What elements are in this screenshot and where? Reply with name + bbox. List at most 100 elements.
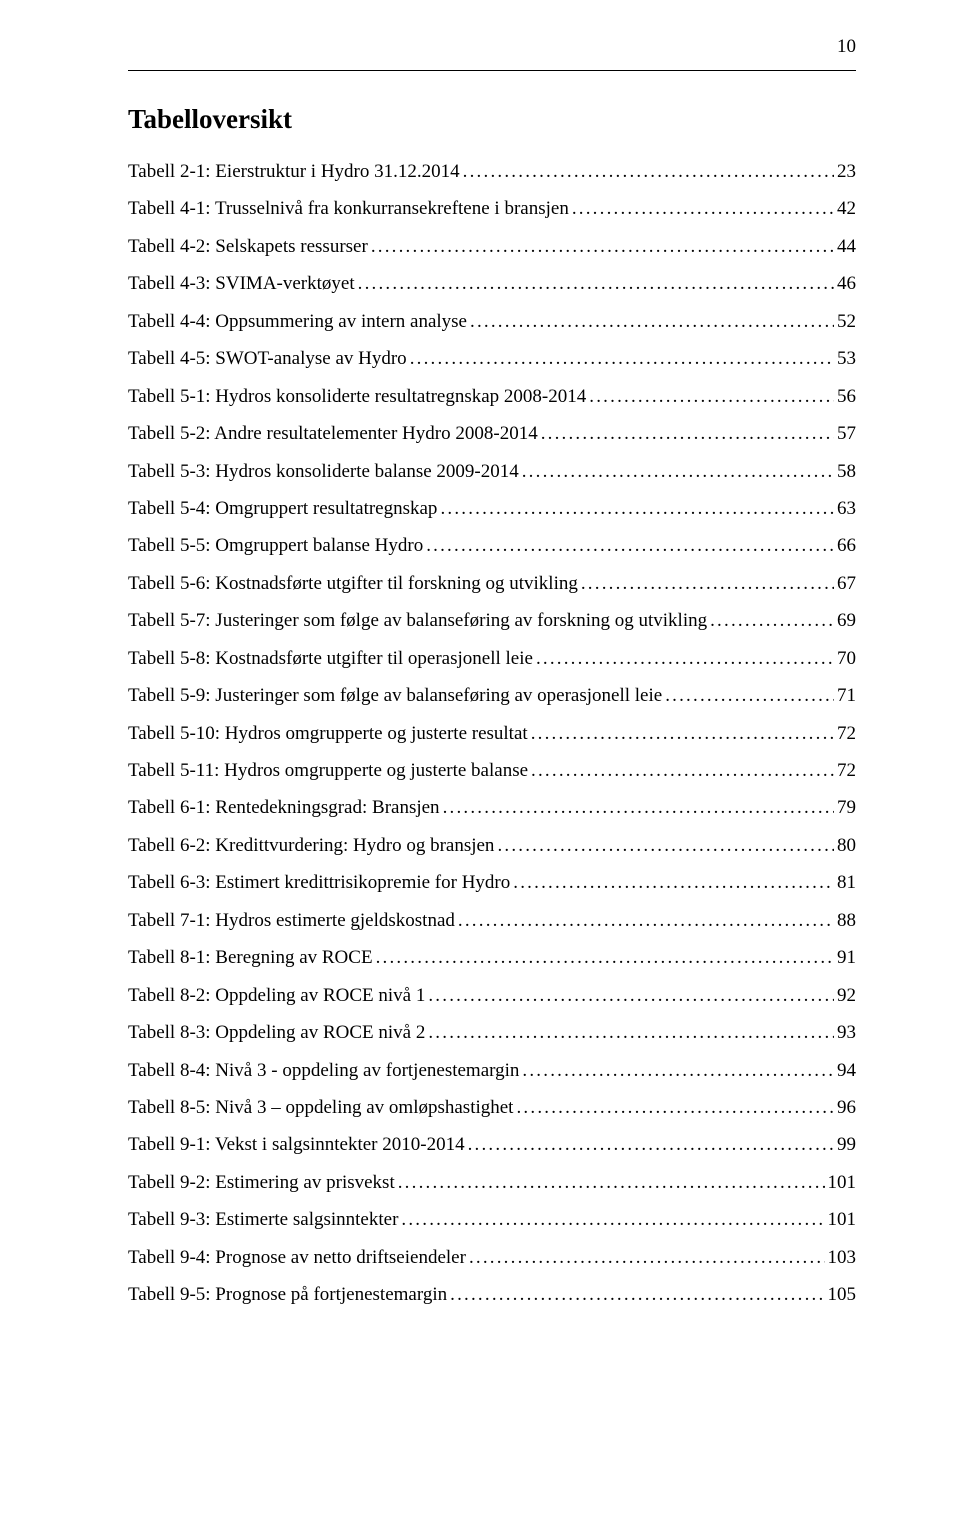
toc-entry-page: 88 bbox=[837, 910, 856, 932]
toc-entry: Tabell 5-6: Kostnadsførte utgifter til f… bbox=[128, 573, 856, 595]
toc-entry: Tabell 4-5: SWOT-analyse av Hydro 53 bbox=[128, 348, 856, 370]
toc-entry: Tabell 5-7: Justeringer som følge av bal… bbox=[128, 610, 856, 632]
toc-entry: Tabell 9-4: Prognose av netto driftseien… bbox=[128, 1247, 856, 1269]
toc-entry-page: 67 bbox=[837, 573, 856, 595]
toc-entry-page: 70 bbox=[837, 648, 856, 670]
toc-entry-page: 80 bbox=[837, 835, 856, 857]
toc-leader-dots bbox=[426, 535, 834, 557]
toc-leader-dots bbox=[463, 161, 834, 183]
toc-entry-page: 94 bbox=[837, 1060, 856, 1082]
toc-entry: Tabell 4-1: Trusselnivå fra konkurransek… bbox=[128, 198, 856, 220]
toc-entry-label: Tabell 8-3: Oppdeling av ROCE nivå 2 bbox=[128, 1022, 425, 1044]
toc-entry-label: Tabell 2-1: Eierstruktur i Hydro 31.12.2… bbox=[128, 161, 460, 183]
toc-leader-dots bbox=[522, 461, 834, 483]
toc-leader-dots bbox=[468, 1134, 834, 1156]
toc-entry-label: Tabell 5-3: Hydros konsoliderte balanse … bbox=[128, 461, 519, 483]
toc-leader-dots bbox=[469, 1247, 825, 1269]
toc-leader-dots bbox=[497, 835, 834, 857]
toc-entry: Tabell 5-3: Hydros konsoliderte balanse … bbox=[128, 461, 856, 483]
toc-leader-dots bbox=[428, 1022, 834, 1044]
toc-leader-dots bbox=[572, 198, 834, 220]
toc-entry-label: Tabell 5-10: Hydros omgrupperte og juste… bbox=[128, 723, 528, 745]
toc-leader-dots bbox=[443, 797, 834, 819]
toc-leader-dots bbox=[589, 386, 834, 408]
toc-entry: Tabell 5-5: Omgruppert balanse Hydro 66 bbox=[128, 535, 856, 557]
toc-entry-label: Tabell 9-2: Estimering av prisvekst bbox=[128, 1172, 395, 1194]
toc-entry: Tabell 9-1: Vekst i salgsinntekter 2010-… bbox=[128, 1134, 856, 1156]
toc-entry-label: Tabell 5-7: Justeringer som følge av bal… bbox=[128, 610, 707, 632]
toc-entry-label: Tabell 4-5: SWOT-analyse av Hydro bbox=[128, 348, 407, 370]
toc-entry: Tabell 5-2: Andre resultatelementer Hydr… bbox=[128, 423, 856, 445]
toc-entry: Tabell 6-3: Estimert kredittrisikopremie… bbox=[128, 872, 856, 894]
toc-entry-label: Tabell 4-3: SVIMA-verktøyet bbox=[128, 273, 355, 295]
toc-entry-label: Tabell 5-5: Omgruppert balanse Hydro bbox=[128, 535, 423, 557]
toc-entry-label: Tabell 5-1: Hydros konsoliderte resultat… bbox=[128, 386, 586, 408]
toc-entry-page: 92 bbox=[837, 985, 856, 1007]
toc-entry-label: Tabell 7-1: Hydros estimerte gjeldskostn… bbox=[128, 910, 455, 932]
toc-entry-label: Tabell 8-1: Beregning av ROCE bbox=[128, 947, 373, 969]
toc-leader-dots bbox=[358, 273, 834, 295]
toc-entry-page: 72 bbox=[837, 760, 856, 782]
toc-entry-label: Tabell 6-3: Estimert kredittrisikopremie… bbox=[128, 872, 510, 894]
toc-entry-page: 66 bbox=[837, 535, 856, 557]
toc-leader-dots bbox=[513, 872, 834, 894]
toc-entry-page: 93 bbox=[837, 1022, 856, 1044]
toc-entry-label: Tabell 8-4: Nivå 3 - oppdeling av fortje… bbox=[128, 1060, 519, 1082]
toc-entry-page: 101 bbox=[828, 1209, 857, 1231]
toc-entry: Tabell 9-3: Estimerte salgsinntekter 101 bbox=[128, 1209, 856, 1231]
toc-entry-page: 23 bbox=[837, 161, 856, 183]
toc-entry-label: Tabell 5-8: Kostnadsførte utgifter til o… bbox=[128, 648, 533, 670]
toc-entry-page: 44 bbox=[837, 236, 856, 258]
toc-leader-dots bbox=[458, 910, 834, 932]
toc-leader-dots bbox=[398, 1172, 825, 1194]
toc-entry-page: 91 bbox=[837, 947, 856, 969]
toc-entry: Tabell 5-4: Omgruppert resultatregnskap6… bbox=[128, 498, 856, 520]
toc-leader-dots bbox=[401, 1209, 824, 1231]
toc-leader-dots bbox=[581, 573, 834, 595]
toc-leader-dots bbox=[536, 648, 834, 670]
toc-entry-label: Tabell 8-2: Oppdeling av ROCE nivå 1 bbox=[128, 985, 425, 1007]
toc-entry: Tabell 6-1: Rentedekningsgrad: Bransjen7… bbox=[128, 797, 856, 819]
toc-entry-page: 105 bbox=[828, 1284, 857, 1306]
toc-entry-page: 57 bbox=[837, 423, 856, 445]
toc-entry-page: 99 bbox=[837, 1134, 856, 1156]
toc-entry-label: Tabell 8-5: Nivå 3 – oppdeling av omløps… bbox=[128, 1097, 513, 1119]
toc-entry-label: Tabell 9-5: Prognose på fortjenestemargi… bbox=[128, 1284, 447, 1306]
toc-leader-dots bbox=[531, 760, 834, 782]
table-of-contents: Tabell 2-1: Eierstruktur i Hydro 31.12.2… bbox=[128, 161, 856, 1306]
page-title: Tabelloversikt bbox=[128, 104, 856, 135]
toc-entry-label: Tabell 9-3: Estimerte salgsinntekter bbox=[128, 1209, 398, 1231]
toc-entry-label: Tabell 6-2: Kredittvurdering: Hydro og b… bbox=[128, 835, 494, 857]
toc-entry-page: 79 bbox=[837, 797, 856, 819]
toc-entry-page: 42 bbox=[837, 198, 856, 220]
toc-entry-page: 103 bbox=[828, 1247, 857, 1269]
toc-entry-page: 46 bbox=[837, 273, 856, 295]
toc-leader-dots bbox=[410, 348, 834, 370]
toc-entry: Tabell 8-5: Nivå 3 – oppdeling av omløps… bbox=[128, 1097, 856, 1119]
toc-leader-dots bbox=[376, 947, 834, 969]
toc-entry-label: Tabell 4-4: Oppsummering av intern analy… bbox=[128, 311, 467, 333]
toc-entry-page: 53 bbox=[837, 348, 856, 370]
page-number: 10 bbox=[837, 36, 856, 58]
toc-leader-dots bbox=[516, 1097, 834, 1119]
toc-leader-dots bbox=[371, 236, 834, 258]
toc-entry-label: Tabell 9-1: Vekst i salgsinntekter 2010-… bbox=[128, 1134, 465, 1156]
header-rule bbox=[128, 70, 856, 71]
toc-entry: Tabell 4-3: SVIMA-verktøyet 46 bbox=[128, 273, 856, 295]
toc-entry-page: 81 bbox=[837, 872, 856, 894]
toc-entry: Tabell 9-2: Estimering av prisvekst101 bbox=[128, 1172, 856, 1194]
toc-entry-page: 63 bbox=[837, 498, 856, 520]
toc-leader-dots bbox=[522, 1060, 834, 1082]
toc-leader-dots bbox=[531, 723, 834, 745]
toc-entry-page: 71 bbox=[837, 685, 856, 707]
toc-entry-label: Tabell 5-6: Kostnadsførte utgifter til f… bbox=[128, 573, 578, 595]
toc-entry-label: Tabell 4-1: Trusselnivå fra konkurransek… bbox=[128, 198, 569, 220]
toc-entry: Tabell 4-4: Oppsummering av intern analy… bbox=[128, 311, 856, 333]
toc-entry-label: Tabell 5-9: Justeringer som følge av bal… bbox=[128, 685, 662, 707]
toc-entry: Tabell 5-1: Hydros konsoliderte resultat… bbox=[128, 386, 856, 408]
toc-entry: Tabell 8-4: Nivå 3 - oppdeling av fortje… bbox=[128, 1060, 856, 1082]
toc-entry: Tabell 4-2: Selskapets ressurser44 bbox=[128, 236, 856, 258]
toc-entry-page: 52 bbox=[837, 311, 856, 333]
toc-leader-dots bbox=[450, 1284, 824, 1306]
toc-entry-page: 69 bbox=[837, 610, 856, 632]
